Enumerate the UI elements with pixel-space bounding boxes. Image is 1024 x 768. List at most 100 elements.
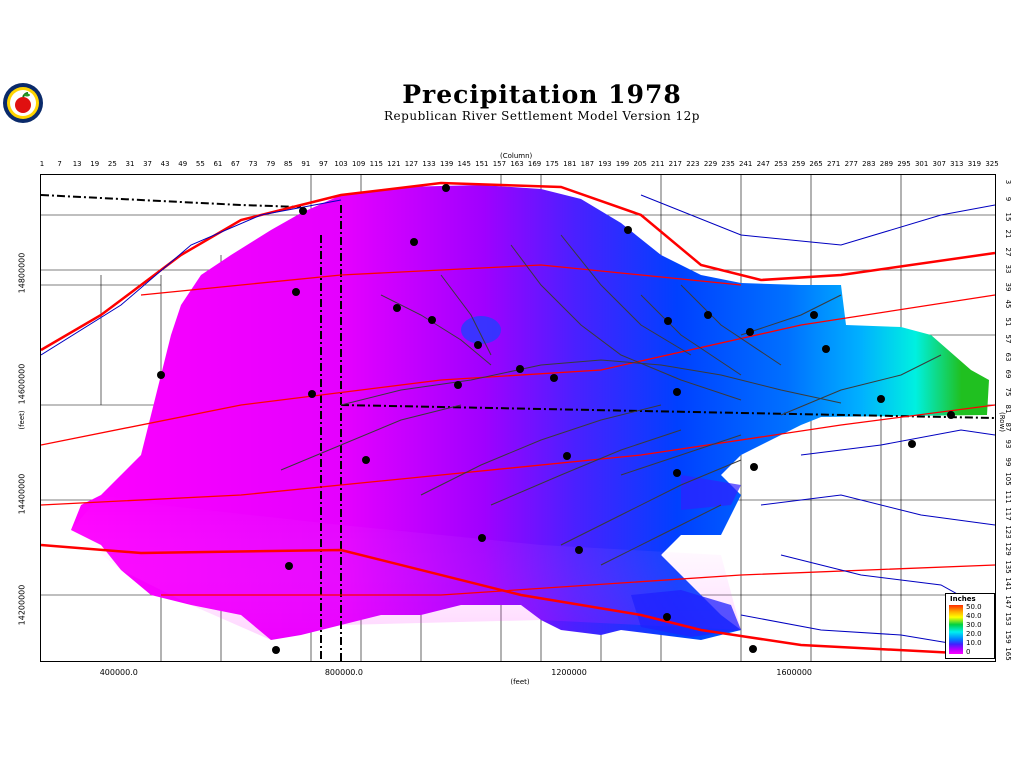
column-tick: 271: [826, 160, 841, 168]
row-tick: 117: [1004, 507, 1012, 521]
column-tick: 307: [932, 160, 946, 168]
column-tick: 145: [457, 160, 471, 168]
column-tick: 283: [862, 160, 876, 168]
column-tick: 247: [756, 160, 770, 168]
column-tick: 325: [985, 160, 999, 168]
column-tick: 313: [950, 160, 964, 168]
row-tick: 27: [1004, 247, 1012, 257]
column-axis-title: (Column): [500, 152, 533, 160]
east-wet-cell: [681, 475, 741, 510]
row-tick: 75: [1004, 387, 1012, 397]
column-tick: 265: [809, 160, 823, 168]
central-wet-cell: [461, 316, 501, 344]
column-tick: 241: [739, 160, 753, 168]
column-tick: 259: [791, 160, 806, 168]
row-tick: 15: [1004, 212, 1012, 222]
column-tick: 13: [72, 160, 82, 168]
row-tick: 99: [1004, 457, 1012, 467]
row-tick: 57: [1004, 334, 1012, 344]
column-tick: 157: [492, 160, 507, 168]
column-axis: 1 7 13 19 25 31 37 43 49 55 61 67 73 79 85 91 97 103 109 11…: [0, 160, 1024, 170]
x-tick: 800000.0: [324, 668, 364, 677]
row-tick: 153: [1004, 612, 1012, 626]
x-tick: 400000.0: [99, 668, 138, 677]
x-axis-title: (feet): [510, 678, 530, 686]
column-tick: 67: [231, 160, 240, 168]
column-tick: 97: [319, 160, 328, 168]
rivers: [41, 194, 995, 646]
legend-label: 10.0: [966, 639, 982, 647]
row-tick: 9: [1004, 197, 1012, 202]
y-tick: 14400000: [17, 473, 27, 515]
column-tick: 127: [404, 160, 419, 168]
column-tick: 49: [178, 160, 188, 168]
row-tick: 123: [1004, 524, 1012, 539]
column-tick: 289: [879, 160, 894, 168]
column-tick: 109: [351, 160, 366, 168]
row-tick: 63: [1004, 352, 1012, 362]
precip-legend: Inches 50.0 40.0 30.0 20.0 10.0 0: [945, 593, 995, 659]
column-tick: 163: [510, 160, 524, 168]
row-tick: 69: [1004, 369, 1012, 379]
column-tick: 121: [387, 160, 401, 168]
y-tick: 14600000: [17, 363, 27, 405]
tributary-channels: [280, 234, 942, 566]
row-tick: 93: [1004, 439, 1012, 449]
column-tick: 229: [703, 160, 718, 168]
column-tick: 295: [897, 160, 911, 168]
y-axis-title: (feet): [18, 410, 26, 430]
column-tick: 61: [213, 160, 223, 168]
column-tick: 181: [563, 160, 577, 168]
column-tick: 91: [301, 160, 311, 168]
row-tick: 147: [1004, 594, 1012, 609]
column-tick: 55: [195, 160, 205, 168]
row-tick: 165: [1004, 647, 1012, 661]
column-tick: 175: [545, 160, 559, 168]
column-tick: 79: [266, 160, 276, 168]
legend-label: 20.0: [966, 630, 982, 638]
column-tick: 193: [598, 160, 612, 168]
column-tick: 319: [967, 160, 982, 168]
legend-label: 30.0: [966, 621, 982, 629]
column-tick: 31: [125, 160, 135, 168]
column-tick: 301: [914, 160, 929, 168]
column-tick: 133: [422, 160, 436, 168]
column-tick: 151: [475, 160, 489, 168]
row-tick: 3: [1004, 179, 1012, 185]
row-tick: 33: [1004, 264, 1012, 274]
column-tick: 19: [90, 160, 100, 168]
column-tick: 187: [580, 160, 595, 168]
column-tick: 277: [844, 160, 858, 168]
row-tick: 159: [1004, 629, 1012, 644]
legend-label: 0: [966, 648, 971, 656]
row-tick: 39: [1004, 282, 1012, 292]
row-tick: 51: [1004, 317, 1012, 327]
column-tick: 205: [633, 160, 647, 168]
map-subtitle: Republican River Settlement Model Versio…: [384, 109, 700, 123]
row-axis-title: (Row): [998, 412, 1006, 433]
column-tick: 37: [143, 160, 153, 168]
row-tick: 105: [1004, 472, 1012, 486]
y-tick: 14200000: [17, 584, 27, 626]
stations: [157, 184, 955, 654]
column-tick: 199: [615, 160, 630, 168]
column-tick: 169: [527, 160, 542, 168]
row-tick: 45: [1004, 299, 1012, 309]
row-tick: 111: [1004, 489, 1012, 504]
column-tick: 73: [248, 160, 258, 168]
legend-color-ramp: [949, 605, 963, 654]
column-tick: 235: [721, 160, 735, 168]
precipitation-map[interactable]: [40, 174, 996, 662]
column-tick: 1: [39, 160, 45, 168]
column-tick: 103: [334, 160, 348, 168]
legend-label: 40.0: [966, 612, 982, 620]
map-title: Precipitation 1978: [402, 80, 682, 109]
column-tick: 43: [160, 160, 170, 168]
row-tick: 21: [1004, 229, 1012, 239]
row-tick: 135: [1004, 559, 1012, 574]
column-tick: 7: [57, 160, 62, 168]
column-tick: 139: [439, 160, 454, 168]
x-tick: 1200000: [551, 668, 587, 677]
column-tick: 223: [686, 160, 700, 168]
x-tick: 1600000: [776, 668, 813, 677]
